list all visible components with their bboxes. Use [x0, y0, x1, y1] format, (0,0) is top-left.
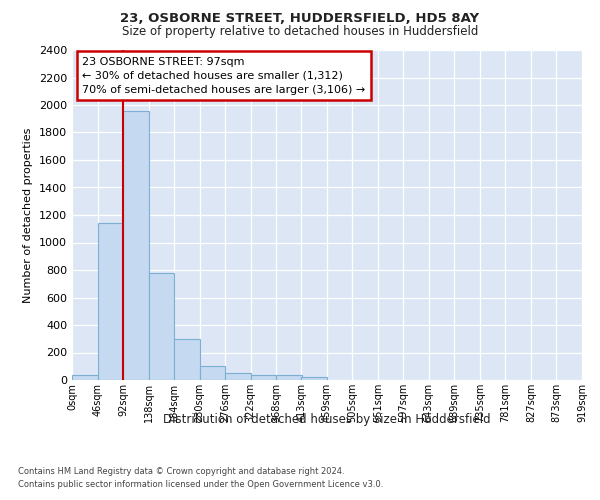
Bar: [276, 375, 302, 380]
Bar: [301, 377, 327, 380]
Bar: [149, 273, 174, 380]
Text: Distribution of detached houses by size in Huddersfield: Distribution of detached houses by size …: [163, 412, 491, 426]
Text: Contains public sector information licensed under the Open Government Licence v3: Contains public sector information licen…: [18, 480, 383, 489]
Text: Size of property relative to detached houses in Huddersfield: Size of property relative to detached ho…: [122, 25, 478, 38]
Y-axis label: Number of detached properties: Number of detached properties: [23, 128, 34, 302]
Bar: [200, 366, 225, 380]
Bar: [225, 374, 251, 380]
Bar: [174, 339, 200, 380]
Text: Contains HM Land Registry data © Crown copyright and database right 2024.: Contains HM Land Registry data © Crown c…: [18, 468, 344, 476]
Bar: [123, 110, 149, 380]
Text: 23, OSBORNE STREET, HUDDERSFIELD, HD5 8AY: 23, OSBORNE STREET, HUDDERSFIELD, HD5 8A…: [121, 12, 479, 26]
Bar: [98, 223, 123, 380]
Bar: [251, 374, 276, 380]
Bar: [72, 375, 98, 380]
Text: 23 OSBORNE STREET: 97sqm
← 30% of detached houses are smaller (1,312)
70% of sem: 23 OSBORNE STREET: 97sqm ← 30% of detach…: [82, 56, 365, 94]
